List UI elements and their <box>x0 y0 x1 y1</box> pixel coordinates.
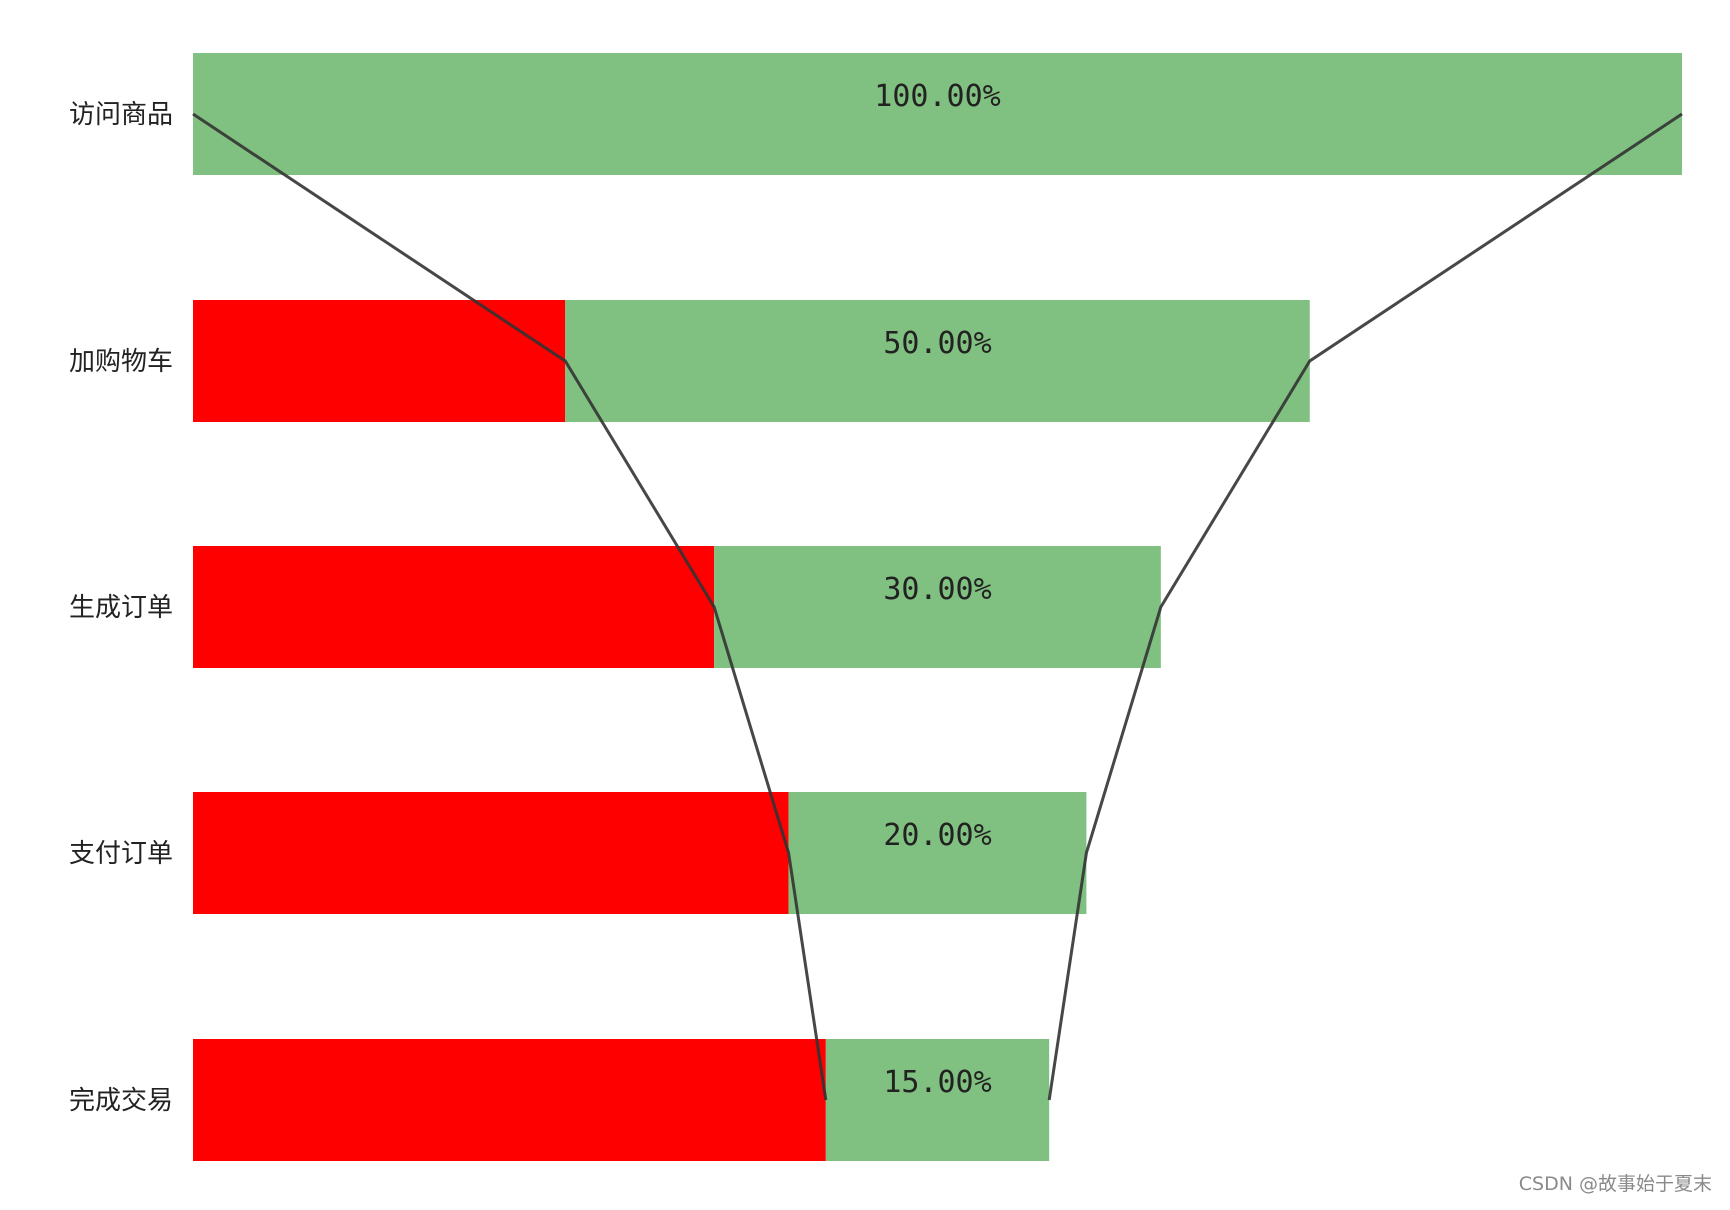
watermark: CSDN @故事始于夏末 <box>1518 1173 1712 1195</box>
category-label-1: 加购物车 <box>69 347 173 377</box>
offset-bar-1 <box>193 300 566 422</box>
data-label-4: 15.00% <box>883 1065 991 1100</box>
category-label-0: 访问商品 <box>69 100 173 130</box>
data-label-3: 20.00% <box>883 818 991 853</box>
category-label-4: 完成交易 <box>69 1086 173 1116</box>
funnel-outline-right <box>1047 112 1683 1101</box>
value-bar-1 <box>565 300 1310 422</box>
category-label-2: 生成订单 <box>69 593 173 623</box>
offset-bar-2 <box>193 546 715 668</box>
offset-bar-4 <box>193 1039 826 1161</box>
data-label-0: 100.00% <box>874 79 1000 114</box>
category-label-3: 支付订单 <box>69 839 173 869</box>
value-bar-2 <box>714 546 1161 668</box>
offset-bar-3 <box>193 792 789 914</box>
value-bar-0 <box>193 53 1682 175</box>
data-label-1: 50.00% <box>883 326 991 361</box>
value-bar-4 <box>825 1039 1050 1161</box>
value-bar-3 <box>788 792 1087 914</box>
data-label-2: 30.00% <box>883 572 991 607</box>
funnel-outline-left <box>192 112 828 1101</box>
